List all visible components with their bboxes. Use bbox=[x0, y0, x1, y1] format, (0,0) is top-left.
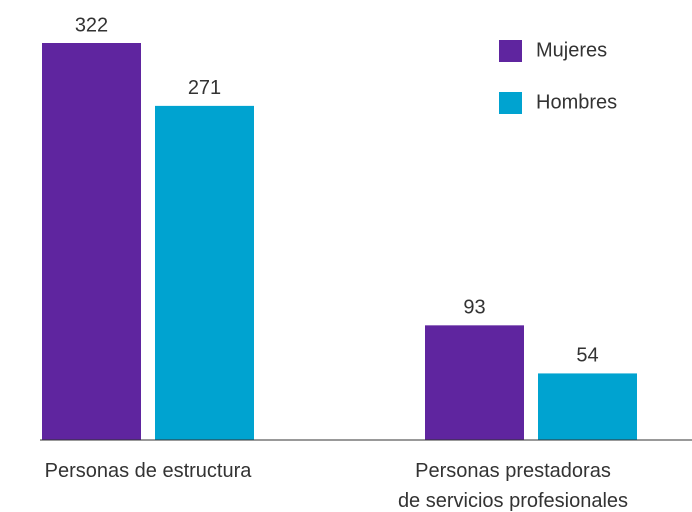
data-label: 93 bbox=[463, 297, 485, 319]
bar bbox=[42, 43, 141, 440]
legend-swatch bbox=[499, 40, 522, 62]
data-label: 54 bbox=[576, 345, 598, 367]
legend-label: Mujeres bbox=[536, 39, 607, 61]
legend-label: Hombres bbox=[536, 91, 617, 113]
data-label: 322 bbox=[75, 14, 108, 36]
bar bbox=[538, 373, 637, 440]
x-tick-label: Personas de estructura bbox=[44, 460, 252, 482]
data-label: 271 bbox=[188, 77, 221, 99]
bar bbox=[155, 105, 254, 441]
legend-swatch bbox=[499, 92, 522, 114]
x-tick-label: Personas prestadoras de servicios profes… bbox=[397, 460, 629, 512]
bar bbox=[425, 325, 524, 440]
